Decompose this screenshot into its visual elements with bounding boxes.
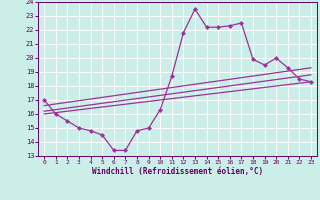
X-axis label: Windchill (Refroidissement éolien,°C): Windchill (Refroidissement éolien,°C): [92, 167, 263, 176]
